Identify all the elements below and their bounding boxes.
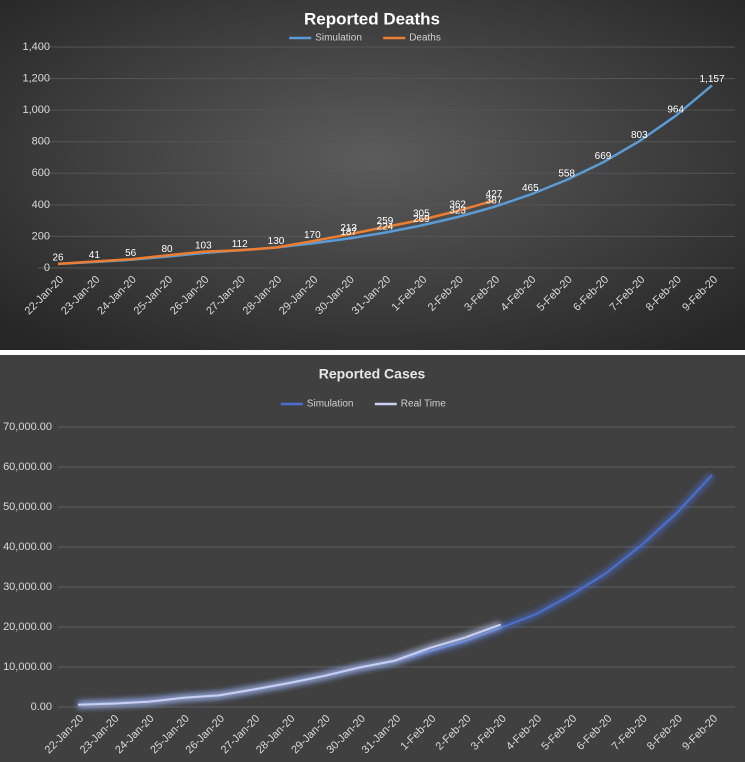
- data-label: 1,157: [699, 74, 724, 85]
- data-label: 269: [413, 214, 430, 225]
- data-label: 41: [89, 250, 101, 261]
- legend-label: Real Time: [401, 399, 446, 410]
- y-tick-label: 200: [32, 230, 50, 242]
- y-tick-label: 30,000.00: [3, 581, 52, 593]
- y-tick-label: 20,000.00: [3, 621, 52, 633]
- data-label: 187: [340, 227, 357, 238]
- y-tick-label: 1,200: [22, 72, 50, 84]
- y-tick-label: 0.00: [31, 701, 52, 713]
- data-label: 323: [449, 206, 466, 217]
- y-tick-label: 600: [32, 167, 50, 179]
- legend-label: Simulation: [315, 33, 362, 44]
- chart-title: Reported Cases: [319, 366, 426, 382]
- y-tick-label: 10,000.00: [3, 661, 52, 673]
- y-tick-label: 40,000.00: [3, 541, 52, 553]
- data-label: 80: [161, 244, 173, 255]
- data-label: 387: [486, 196, 503, 207]
- legend-label: Simulation: [307, 399, 354, 410]
- data-label: 224: [377, 221, 394, 232]
- data-label: 558: [558, 169, 575, 180]
- data-label: 259: [377, 216, 394, 227]
- data-label: 305: [413, 208, 430, 219]
- y-tick-label: 1,400: [22, 41, 50, 53]
- data-label: 103: [195, 240, 212, 251]
- y-tick-label: 60,000.00: [3, 461, 52, 473]
- y-tick-label: 1,000: [22, 104, 50, 116]
- y-tick-label: 800: [32, 136, 50, 148]
- chart-title: Reported Deaths: [304, 9, 440, 28]
- y-tick-label: 50,000.00: [3, 501, 52, 513]
- data-label: 170: [304, 230, 321, 241]
- legend-label: Deaths: [409, 33, 441, 44]
- data-label: 130: [268, 236, 285, 247]
- data-label: 803: [631, 130, 648, 141]
- y-tick-label: 70,000.00: [3, 421, 52, 433]
- series-line: [77, 623, 502, 706]
- data-label: 465: [522, 183, 539, 194]
- data-label: 964: [667, 104, 684, 115]
- series-line: [57, 199, 495, 266]
- data-label: 26: [52, 253, 64, 264]
- data-label: 362: [449, 199, 466, 210]
- data-label: 669: [595, 151, 612, 162]
- data-label: 427: [486, 189, 503, 200]
- y-tick-label: 0: [44, 262, 50, 274]
- data-label: 112: [232, 239, 248, 250]
- data-label: 213: [340, 223, 357, 234]
- data-label: 56: [125, 248, 137, 259]
- chart-background: [0, 0, 745, 350]
- y-tick-label: 400: [32, 199, 50, 211]
